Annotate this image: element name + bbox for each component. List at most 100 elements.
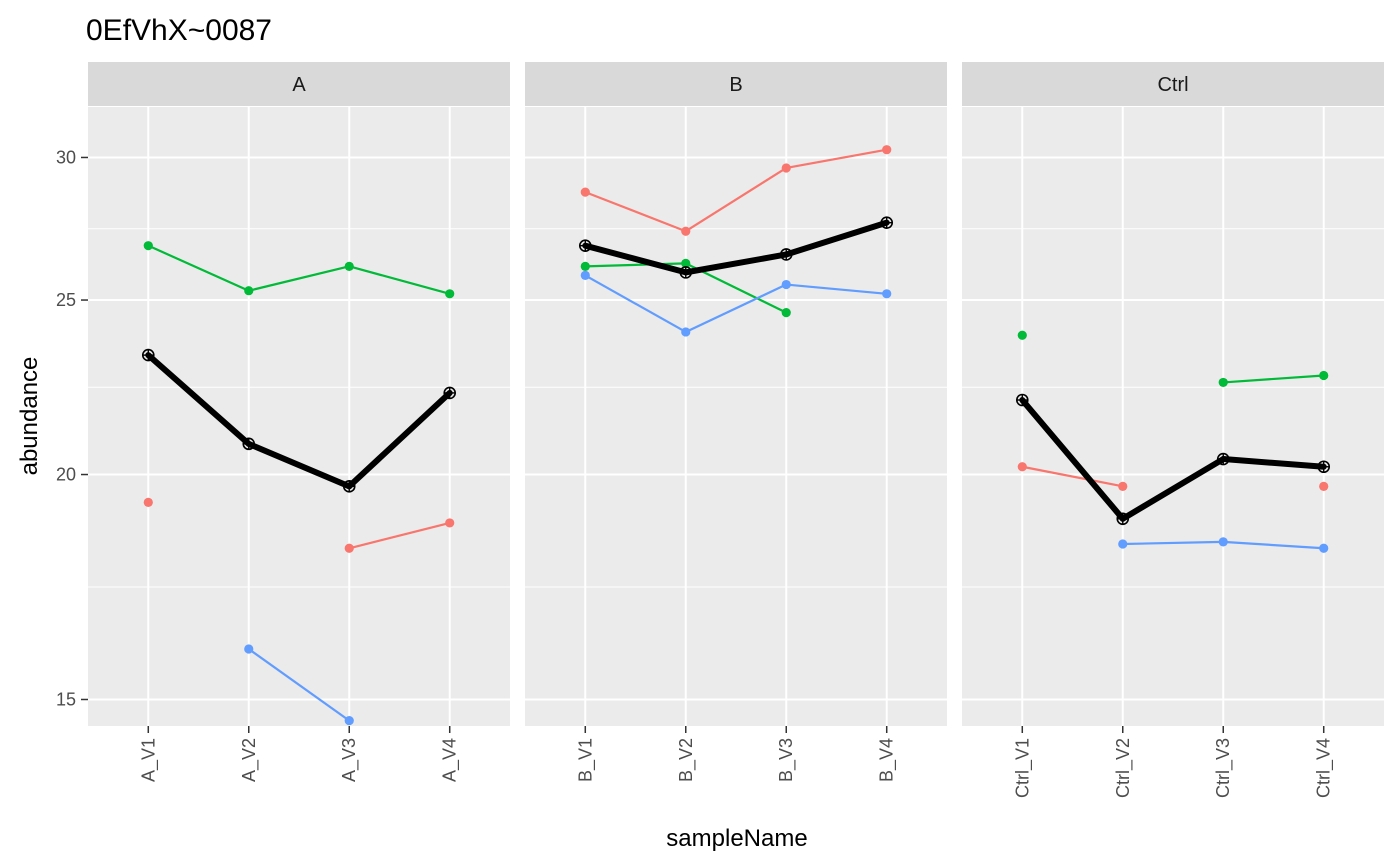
- x-tick-label: B_V3: [776, 738, 797, 782]
- summary-point: [342, 480, 356, 493]
- summary-series: [578, 216, 894, 279]
- data-point: [580, 270, 590, 281]
- data-point: [344, 261, 354, 271]
- series-line-segment: [1223, 540, 1324, 550]
- summary-point: [141, 348, 155, 362]
- y-tick-label: 15: [56, 689, 76, 709]
- summary-point: [779, 248, 793, 261]
- data-point: [781, 308, 791, 318]
- data-point: [1319, 370, 1329, 381]
- series-line-segment: [685, 283, 787, 333]
- sample-series: [1118, 537, 1329, 553]
- summary-series: [1015, 393, 1331, 526]
- summary-line-segment: [783, 219, 890, 258]
- data-point: [681, 258, 691, 268]
- data-point: [681, 226, 691, 236]
- y-axis-title: abundance: [16, 357, 43, 476]
- data-point: [882, 289, 892, 299]
- x-tick-label: A_V2: [239, 738, 260, 782]
- summary-line-segment: [1119, 456, 1227, 522]
- sample-series: [1017, 330, 1329, 388]
- summary-point: [443, 386, 457, 400]
- summary-line-segment: [1220, 456, 1327, 470]
- series-line-segment: [1122, 540, 1224, 546]
- summary-line-segment: [346, 389, 453, 490]
- summary-line-segment: [245, 440, 353, 490]
- data-point: [1017, 330, 1027, 340]
- series-line-segment: [248, 648, 350, 722]
- data-point: [580, 261, 590, 271]
- data-point: [681, 327, 691, 337]
- series-line-segment: [348, 521, 450, 550]
- x-tick-label: B_V1: [575, 738, 596, 782]
- y-tick-label: 25: [56, 290, 76, 310]
- summary-line-segment: [1019, 397, 1126, 522]
- panel-background: [962, 107, 1384, 726]
- data-point: [445, 518, 455, 528]
- data-point: [244, 286, 254, 296]
- y-axis: 15 20 25 30: [56, 147, 88, 709]
- summary-point: [578, 239, 592, 252]
- data-point: [781, 279, 791, 290]
- sample-series: [580, 270, 892, 337]
- x-axis-title: sampleName: [666, 825, 807, 852]
- data-point: [244, 644, 254, 654]
- x-tick-label: Ctrl_V4: [1314, 738, 1335, 798]
- facet-strip-label: B: [729, 74, 742, 96]
- data-point: [445, 289, 455, 299]
- chart-title: 0EfVhX~0087: [86, 14, 272, 47]
- summary-line-segment: [682, 251, 790, 276]
- summary-point: [1317, 460, 1331, 474]
- data-point: [882, 145, 892, 155]
- summary-line-segment: [582, 242, 689, 276]
- x-tick-label: Ctrl_V2: [1113, 738, 1134, 798]
- data-point: [1218, 537, 1228, 547]
- x-tick-label: A_V3: [339, 738, 360, 782]
- sample-series: [143, 241, 455, 299]
- summary-line-segment: [145, 352, 252, 447]
- data-point: [1319, 543, 1329, 553]
- sample-series: [143, 497, 455, 553]
- series-line-segment: [585, 262, 686, 268]
- y-tick-label: 30: [56, 147, 76, 167]
- facet-panel-b: B B_V1 B_V2 B_V3 B_V4: [525, 62, 947, 782]
- data-point: [1017, 462, 1027, 472]
- summary-point: [1216, 452, 1230, 466]
- data-point: [781, 163, 791, 173]
- series-line-segment: [584, 274, 687, 333]
- data-point: [344, 716, 354, 726]
- series-line-segment: [685, 167, 787, 233]
- x-tick-label: A_V4: [440, 738, 461, 782]
- sample-series: [244, 644, 354, 726]
- summary-point: [679, 266, 693, 279]
- data-point: [1319, 481, 1329, 491]
- facet-panel-ctrl: Ctrl Ctrl_V1 Ctrl_V2 Ctrl_V3 Ctrl_V4: [962, 62, 1384, 798]
- panel-background: [525, 107, 947, 726]
- summary-point: [1116, 512, 1130, 526]
- panel-background: [88, 107, 510, 726]
- data-point: [344, 543, 354, 553]
- x-tick-label: Ctrl_V1: [1012, 738, 1033, 798]
- summary-series: [141, 348, 457, 493]
- sample-series: [580, 145, 892, 236]
- series-line-segment: [584, 191, 687, 233]
- x-tick-label: B_V4: [877, 738, 898, 782]
- series-line-segment: [248, 265, 350, 292]
- facet-strip: [525, 62, 947, 106]
- x-tick-label: B_V2: [676, 738, 697, 782]
- data-point: [143, 241, 153, 251]
- series-line-segment: [1022, 465, 1123, 488]
- data-point: [1118, 481, 1128, 491]
- series-line-segment: [147, 244, 250, 292]
- data-point: [580, 187, 590, 197]
- data-point: [1218, 377, 1228, 388]
- facet-strip: [88, 62, 510, 106]
- summary-point: [242, 437, 256, 451]
- sample-series: [1017, 462, 1329, 491]
- series-line-segment: [348, 265, 451, 295]
- series-line-segment: [786, 148, 887, 170]
- facet-strip-label: Ctrl: [1157, 74, 1188, 96]
- x-tick-label: Ctrl_V3: [1213, 738, 1234, 798]
